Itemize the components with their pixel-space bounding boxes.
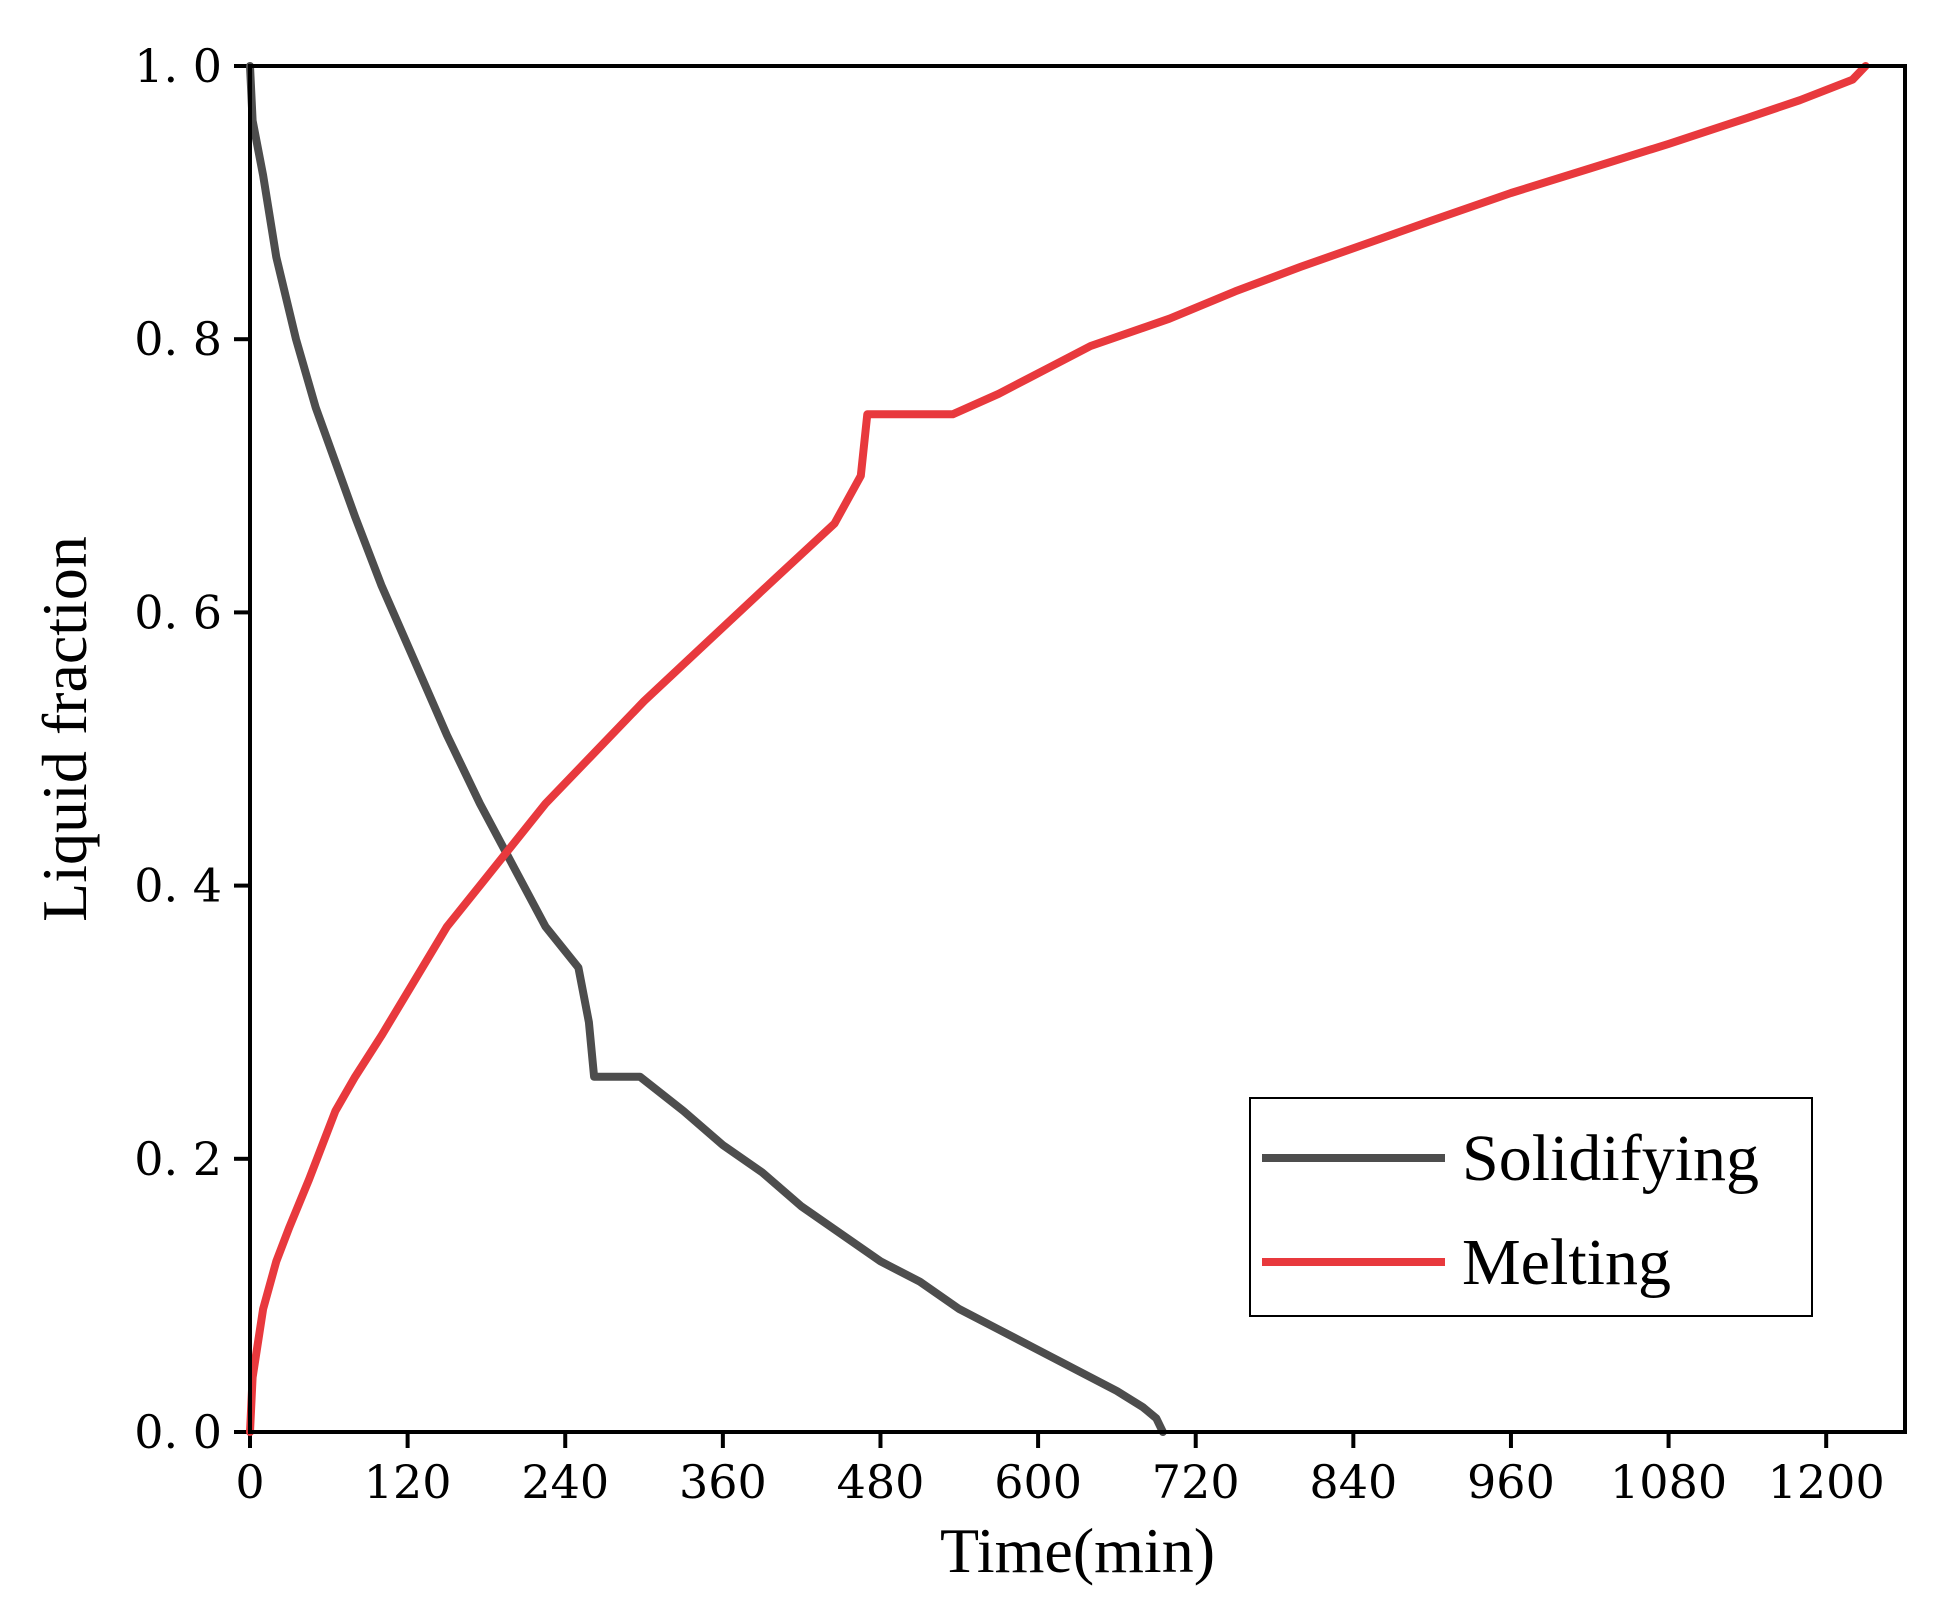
legend-label-solidifying: Solidifying (1462, 1122, 1759, 1195)
x-axis-tick-labels: 0 120 240 360 480 600 720 840 960 1080 1200 (235, 1455, 1884, 1509)
x-tick-label: 120 (364, 1455, 452, 1509)
x-tick-label: 360 (679, 1455, 767, 1509)
y-tick-label: 0. 6 (134, 585, 222, 639)
legend-box (1249, 1097, 1813, 1317)
x-tick-label: 1080 (1610, 1455, 1727, 1509)
y-axis-ticks (234, 64, 250, 1434)
y-tick-label: 0. 2 (134, 1132, 222, 1186)
x-tick-label: 720 (1152, 1455, 1240, 1509)
x-axis-title: Time(min) (940, 1515, 1215, 1586)
y-tick-label: 1. 0 (134, 39, 222, 93)
y-tick-label: 0. 8 (134, 312, 222, 366)
x-tick-label: 480 (837, 1455, 925, 1509)
x-tick-label: 1200 (1768, 1455, 1885, 1509)
x-tick-label: 960 (1467, 1455, 1555, 1509)
x-tick-label: 600 (994, 1455, 1082, 1509)
x-tick-label: 840 (1309, 1455, 1397, 1509)
y-tick-label: 0. 0 (134, 1405, 222, 1459)
series-line-solidifying (246, 62, 1167, 1436)
x-tick-label: 240 (521, 1455, 609, 1509)
x-tick-label: 0 (235, 1455, 264, 1509)
plot-frame (248, 64, 1907, 1434)
legend-label-melting: Melting (1462, 1226, 1671, 1299)
y-axis-tick-labels: 0. 0 0. 2 0. 4 0. 6 0. 8 1. 0 (134, 39, 222, 1459)
y-tick-label: 0. 4 (134, 859, 222, 913)
x-axis-ticks (248, 1432, 1829, 1448)
y-axis-title: Liquid fraction (29, 536, 100, 922)
series-line-melting (246, 62, 1870, 1436)
legend: Solidifying Melting (1249, 1097, 1813, 1317)
plot-series (246, 62, 1870, 1436)
